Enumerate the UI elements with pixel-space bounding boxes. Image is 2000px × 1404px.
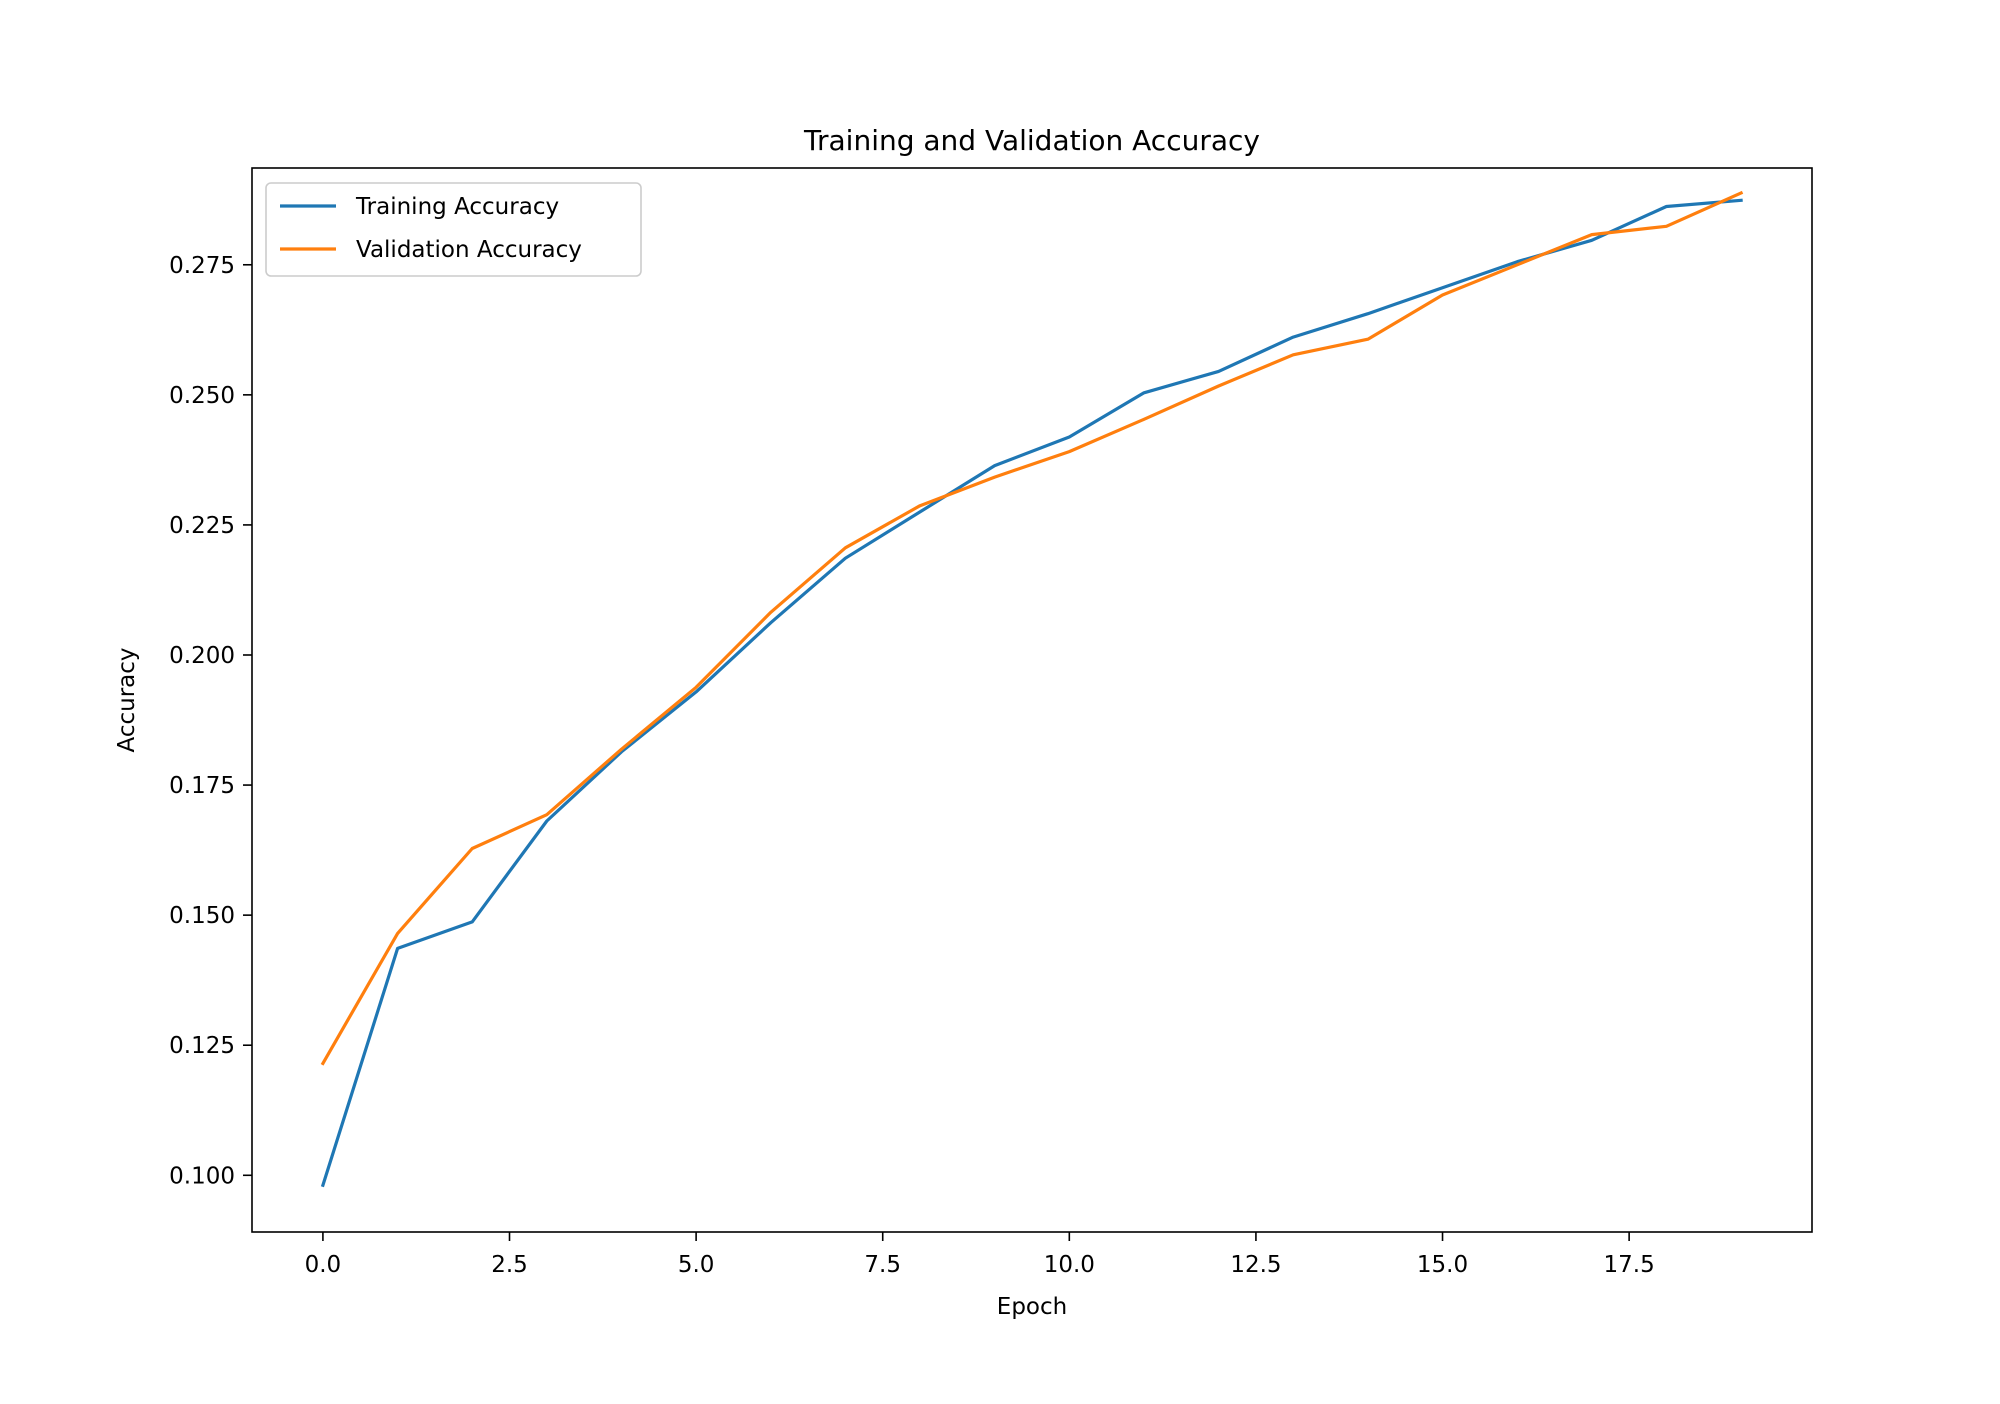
legend-label-training: Training Accuracy — [355, 194, 559, 220]
y-tick-label: 0.150 — [169, 903, 235, 929]
y-axis-label: Accuracy — [114, 647, 140, 752]
plot-area-frame — [251, 167, 1813, 1233]
series-layer — [320, 190, 1744, 1188]
y-tick-label: 0.275 — [169, 253, 235, 279]
y-tick-label: 0.250 — [169, 383, 235, 409]
x-tick-label: 0.0 — [305, 1252, 342, 1278]
y-tick-label: 0.100 — [169, 1163, 235, 1189]
x-tick-label: 15.0 — [1417, 1252, 1468, 1278]
x-tick-label: 7.5 — [864, 1252, 901, 1278]
x-axis-ticks: 0.0 2.5 5.0 7.5 10.0 12.5 15.0 17.5 — [305, 1232, 1655, 1278]
legend-box — [265, 182, 642, 277]
y-tick-label: 0.175 — [169, 773, 235, 799]
series-line-validation-accuracy — [320, 190, 1744, 1066]
x-tick-label: 12.5 — [1230, 1252, 1281, 1278]
legend: Training Accuracy Validation Accuracy — [265, 182, 642, 277]
x-tick-label: 17.5 — [1604, 1252, 1655, 1278]
chart-title: Training and Validation Accuracy — [803, 124, 1260, 157]
legend-label-validation: Validation Accuracy — [356, 237, 582, 263]
y-axis-ticks: 0.100 0.125 0.150 0.175 0.200 0.225 0.250 0.275 — [169, 253, 252, 1189]
y-tick-label: 0.225 — [169, 513, 235, 539]
x-tick-label: 2.5 — [491, 1252, 528, 1278]
x-tick-label: 5.0 — [678, 1252, 715, 1278]
x-axis-label: Epoch — [997, 1294, 1067, 1320]
x-tick-label: 10.0 — [1044, 1252, 1095, 1278]
y-tick-label: 0.200 — [169, 643, 235, 669]
series-line-training-accuracy — [320, 198, 1743, 1188]
y-tick-label: 0.125 — [169, 1033, 235, 1059]
